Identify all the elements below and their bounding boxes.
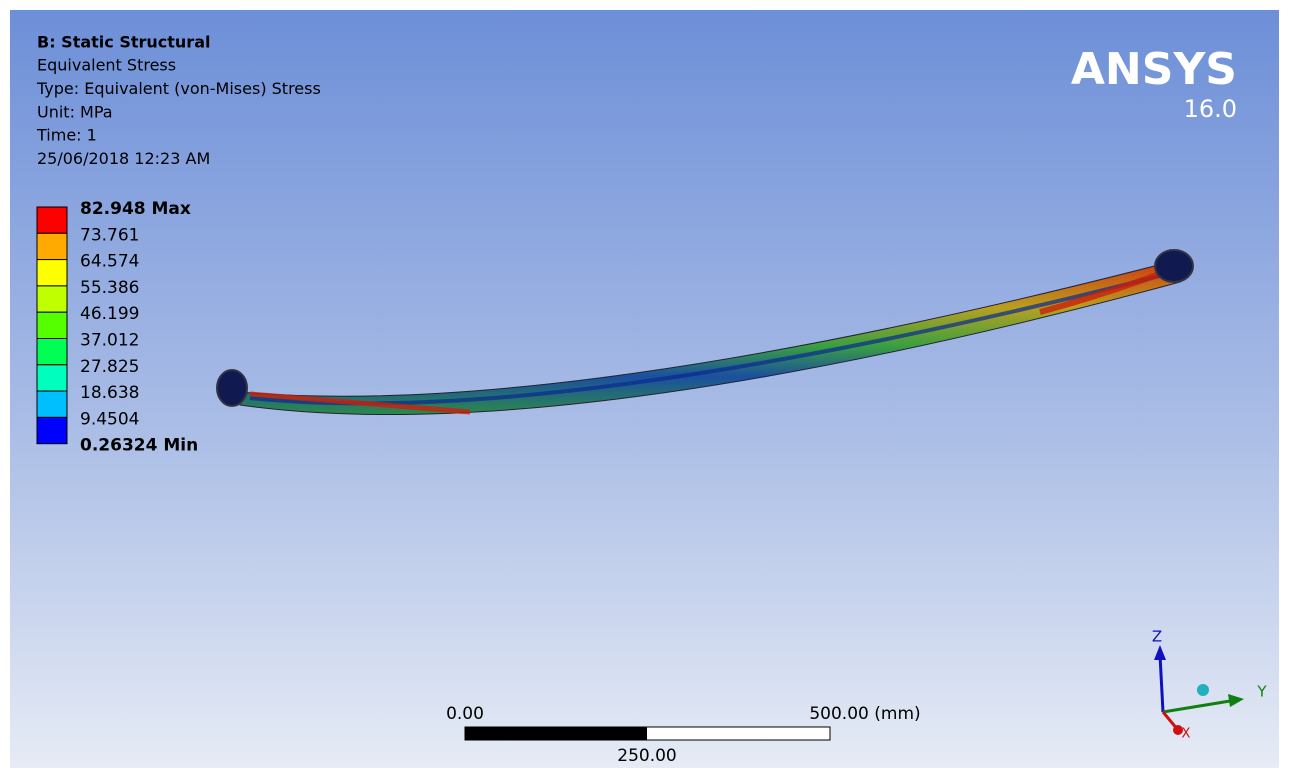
- page: B: Static Structural Equivalent Stress Ty…: [0, 0, 1289, 778]
- legend-label: 64.574: [80, 252, 139, 272]
- axis-x-label: X: [1182, 727, 1191, 742]
- header-line: Equivalent Stress: [37, 56, 176, 75]
- scale-start: 0.00: [446, 704, 484, 724]
- legend-label: 46.199: [80, 304, 139, 324]
- viewport: B: Static Structural Equivalent Stress Ty…: [0, 0, 1289, 778]
- legend-swatch: [37, 286, 67, 312]
- legend-swatch: [37, 391, 67, 417]
- legend-label: 82.948 Max: [80, 199, 191, 219]
- axis-y-label: Y: [1256, 683, 1267, 701]
- scale-mid: 250.00: [617, 746, 676, 766]
- legend-label: 37.012: [80, 331, 139, 351]
- legend-label: 73.761: [80, 225, 139, 245]
- header-line: Time: 1: [36, 126, 97, 145]
- legend-swatch: [37, 339, 67, 365]
- legend-label: 27.825: [80, 357, 139, 377]
- legend-swatch: [37, 312, 67, 338]
- scale-end: 500.00 (mm): [809, 704, 920, 724]
- header-line: Unit: MPa: [37, 102, 113, 121]
- legend-label: 0.26324 Min: [80, 436, 198, 456]
- legend-swatch: [37, 207, 67, 233]
- analysis-title: B: Static Structural: [37, 33, 210, 52]
- logo-version: 16.0: [1184, 95, 1237, 123]
- scale-bar: [465, 727, 830, 740]
- axis-z-label: Z: [1152, 628, 1162, 646]
- legend-swatch: [37, 233, 67, 259]
- logo-name: ANSYS: [1071, 44, 1237, 95]
- legend-swatch: [37, 417, 67, 443]
- legend-label: 18.638: [80, 383, 139, 403]
- legend-swatch: [37, 260, 67, 286]
- header-line: 25/06/2018 12:23 AM: [37, 149, 210, 168]
- header-line: Type: Equivalent (von-Mises) Stress: [36, 79, 321, 98]
- legend-label: 55.386: [80, 278, 139, 298]
- legend-swatch: [37, 365, 67, 391]
- legend-label: 9.4504: [80, 409, 139, 429]
